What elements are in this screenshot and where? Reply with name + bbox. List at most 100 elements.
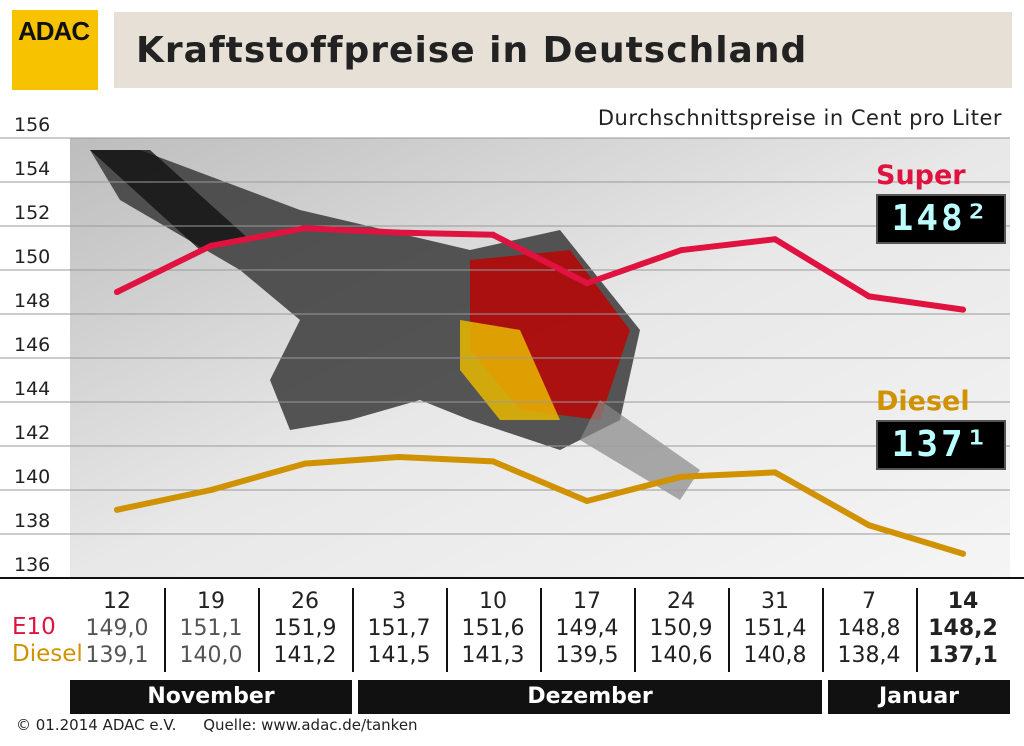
table-column: 10 151,6 141,3 [446, 588, 540, 669]
diesel-cell: 141,2 [273, 643, 337, 668]
column-separator [916, 588, 918, 672]
e10-data-point [678, 247, 684, 254]
legend-e10-display: 148² [876, 194, 1006, 244]
y-tick-label: 148 [14, 290, 51, 312]
column-separator [164, 588, 166, 672]
e10-data-point [584, 280, 590, 287]
e10-cell: 149,4 [555, 616, 619, 641]
fuel-nozzle-illustration [90, 150, 700, 500]
adac-logo: ADAC [12, 10, 98, 90]
y-tick-label: 156 [14, 114, 51, 136]
title-bar: Kraftstoffpreise in Deutschland [114, 12, 1012, 88]
legend-diesel-display: 137¹ [876, 420, 1006, 470]
y-tick-label: 152 [14, 202, 51, 224]
column-separator [446, 588, 448, 672]
date-cell: 12 [103, 589, 131, 614]
diesel-data-point [678, 473, 684, 480]
diesel-data-point [772, 469, 778, 476]
date-cell: 19 [197, 589, 225, 614]
table-column: 19 151,1 140,0 [164, 588, 258, 669]
e10-cell: 148,8 [837, 616, 901, 641]
e10-cell: 151,1 [179, 616, 243, 641]
y-tick-label: 138 [14, 510, 51, 532]
column-separator [540, 588, 542, 672]
diesel-cell: 140,6 [649, 643, 713, 668]
diesel-series-line [114, 454, 966, 557]
month-november: November [70, 680, 352, 714]
diesel-data-point [208, 487, 214, 493]
column-separator [728, 588, 730, 672]
month-january: Januar [828, 680, 1010, 714]
e10-cell: 150,9 [649, 616, 713, 641]
table-column: 26 151,9 141,2 [258, 588, 352, 669]
e10-data-point [396, 229, 402, 236]
date-cell: 14 [947, 589, 979, 614]
y-tick-label: 146 [14, 334, 51, 356]
e10-cell: 148,2 [928, 616, 998, 641]
date-cell: 26 [291, 589, 319, 614]
e10-data-point [302, 225, 308, 232]
e10-data-point [208, 242, 214, 249]
diesel-data-point [866, 522, 872, 529]
chart-subtitle: Durchschnittspreise in Cent pro Liter [597, 106, 1002, 130]
diesel-cell: 141,3 [461, 643, 525, 668]
e10-data-point [772, 236, 778, 243]
date-cell: 17 [573, 589, 601, 614]
diesel-data-point [302, 460, 308, 467]
table-column: 12 149,0 139,1 [70, 588, 164, 669]
footer: © 01.2014 ADAC e.V. Quelle: www.adac.de/… [16, 716, 440, 734]
diesel-cell: 141,5 [367, 643, 431, 668]
chart-title: Kraftstoffpreise in Deutschland [136, 30, 808, 71]
date-cell: 7 [862, 589, 876, 614]
e10-data-point [960, 306, 966, 313]
diesel-cell: 137,1 [928, 643, 998, 668]
diesel-data-point [490, 458, 496, 465]
y-tick-label: 154 [14, 158, 51, 180]
series-lines [114, 225, 966, 557]
table-column: 17 149,4 139,5 [540, 588, 634, 669]
e10-cell: 151,6 [461, 616, 525, 641]
legend-diesel-label: Diesel [876, 386, 970, 417]
diesel-cell: 139,5 [555, 643, 619, 668]
e10-data-point [114, 289, 120, 295]
diesel-data-point [584, 498, 590, 504]
table-column: 24 150,9 140,6 [634, 588, 728, 669]
date-cell: 10 [479, 589, 507, 614]
month-december: Dezember [358, 680, 822, 714]
row-label-diesel: Diesel [12, 641, 83, 667]
e10-cell: 151,4 [743, 616, 807, 641]
e10-data-point [866, 293, 872, 300]
diesel-cell: 140,0 [179, 643, 243, 668]
diesel-cell: 138,4 [837, 643, 901, 668]
y-tick-label: 142 [14, 422, 51, 444]
y-tick-label: 144 [14, 378, 51, 400]
row-label-e10: E10 [12, 614, 56, 640]
date-cell: 3 [392, 589, 406, 614]
table-column: 7 148,8 138,4 [822, 588, 916, 669]
date-cell: 24 [667, 589, 695, 614]
diesel-data-point [114, 506, 120, 513]
column-separator [634, 588, 636, 672]
column-separator [258, 588, 260, 672]
diesel-cell: 140,8 [743, 643, 807, 668]
e10-cell: 149,0 [85, 616, 149, 641]
table-column: 3 151,7 141,5 [352, 588, 446, 669]
column-separator [822, 588, 824, 672]
diesel-cell: 139,1 [85, 643, 149, 668]
date-cell: 31 [761, 589, 789, 614]
table-column: 31 151,4 140,8 [728, 588, 822, 669]
e10-cell: 151,9 [273, 616, 337, 641]
y-tick-label: 136 [14, 554, 51, 576]
copyright: © 01.2014 ADAC e.V. [16, 716, 177, 734]
y-tick-label: 140 [14, 466, 51, 488]
source: Quelle: www.adac.de/tanken [203, 716, 418, 734]
column-separator [352, 588, 354, 672]
diesel-data-point [396, 454, 402, 460]
e10-cell: 151,7 [367, 616, 431, 641]
diesel-data-point [960, 550, 966, 557]
y-tick-label: 150 [14, 246, 51, 268]
table-column: 14 148,2 137,1 [916, 588, 1010, 669]
e10-data-point [490, 231, 496, 238]
logo-text: ADAC [18, 16, 90, 46]
